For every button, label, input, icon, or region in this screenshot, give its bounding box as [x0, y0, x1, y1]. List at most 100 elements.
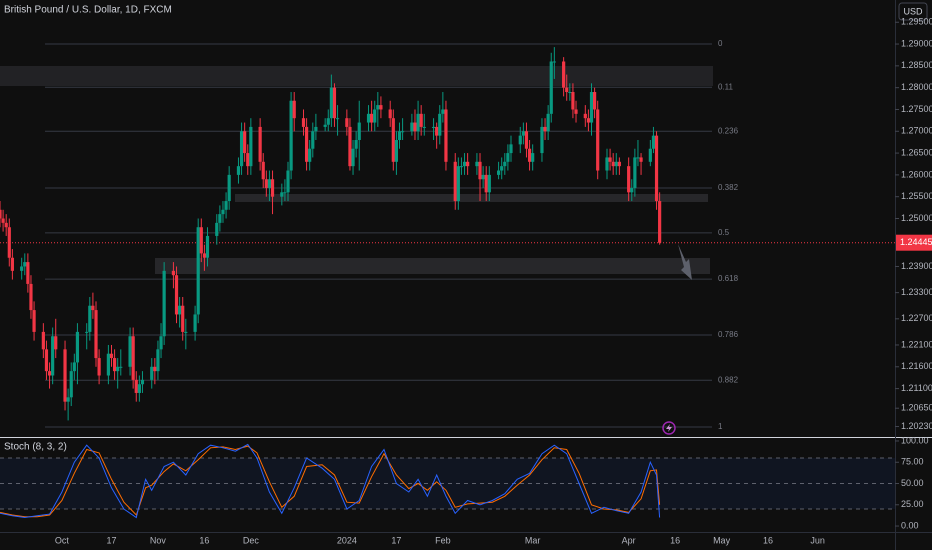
candle-body: [178, 305, 182, 315]
candle-body: [1, 218, 5, 223]
candle-body: [32, 310, 36, 332]
candle-body: [586, 118, 591, 123]
fib-label: 0.786: [718, 330, 739, 339]
fib-label: 0.882: [718, 375, 739, 384]
candle-body: [249, 126, 253, 167]
x-tick-label: 16: [670, 535, 680, 545]
candle-body: [416, 113, 420, 132]
event-icon[interactable]: [662, 421, 676, 435]
y-tick-label: 1.29000: [901, 38, 932, 48]
candle-body: [651, 135, 656, 149]
candle-body: [552, 61, 556, 63]
x-tick-label: Mar: [525, 535, 541, 545]
candle-body: [370, 113, 374, 123]
candle-body: [500, 166, 504, 171]
candle-body: [335, 118, 340, 120]
candle-body: [97, 358, 101, 376]
candle-body: [633, 157, 637, 188]
y-tick-label: 25.00: [901, 499, 924, 509]
candle-body: [270, 179, 275, 197]
candle-body: [345, 118, 349, 127]
candle-body: [202, 253, 206, 258]
candle-body: [549, 61, 553, 114]
candle-body: [456, 166, 460, 202]
candle-body: [617, 161, 621, 167]
currency-button[interactable]: [898, 2, 928, 21]
y-tick-label: 100.00: [901, 435, 929, 445]
candle-body: [503, 161, 507, 167]
candle-body: [29, 283, 33, 311]
y-tick-label: 1.26000: [901, 169, 932, 179]
candle-body: [75, 331, 80, 363]
candle-body: [593, 92, 597, 110]
candle-body: [261, 161, 265, 180]
y-tick-label: 1.22100: [901, 339, 932, 349]
y-tick-label: 1.28000: [901, 82, 932, 92]
candle-body: [543, 126, 547, 132]
chart-title: British Pound / U.S. Dollar, 1D, FXCM: [4, 5, 172, 16]
candle-body: [47, 371, 52, 376]
candle-body: [521, 131, 525, 136]
candle-body: [23, 262, 27, 267]
candle-body: [41, 331, 45, 350]
candle-body: [596, 109, 600, 171]
candle-body: [51, 336, 55, 376]
candle-body: [44, 349, 49, 372]
y-tick-label: 1.20230: [901, 421, 932, 431]
y-tick-label: 75.00: [901, 457, 924, 467]
candle-body: [0, 209, 2, 219]
candle-body: [348, 126, 352, 167]
candle-body: [131, 336, 135, 380]
candle-body: [540, 126, 544, 154]
candle-body: [658, 201, 662, 243]
candle-body: [150, 366, 154, 380]
candle-body: [568, 92, 572, 94]
candle-body: [69, 371, 73, 398]
candle-body: [419, 113, 423, 127]
y-tick-label: 1.25000: [901, 213, 932, 223]
candle-body: [630, 187, 634, 193]
candle-body: [506, 153, 510, 162]
candle-body: [4, 222, 8, 228]
candle-body: [481, 174, 485, 180]
candle-body: [466, 161, 470, 167]
y-tick-label: 1.26500: [901, 147, 932, 157]
candle-body: [243, 131, 247, 154]
candle-body: [589, 92, 594, 123]
candle-body: [106, 353, 110, 376]
candle-body: [7, 227, 11, 258]
candle-body: [258, 126, 262, 162]
candle-body: [462, 161, 467, 167]
fib-label: 1: [718, 422, 723, 431]
candle-body: [354, 139, 358, 149]
candle-body: [26, 262, 30, 284]
candle-body: [63, 349, 67, 402]
x-tick-label: Apr: [622, 535, 636, 545]
stoch-line: [0, 443, 661, 519]
candle-body: [605, 157, 609, 171]
candle-body: [20, 266, 24, 271]
candle-body: [112, 358, 117, 372]
candle-body: [156, 349, 160, 372]
target-zone: [155, 258, 710, 274]
candle-body: [400, 131, 405, 133]
candle-body: [351, 148, 355, 167]
candle-body: [289, 100, 293, 171]
y-tick-label: 1.29500: [901, 17, 932, 27]
candle-body: [487, 174, 491, 193]
candle-body: [221, 209, 225, 215]
x-tick-label: Jun: [810, 535, 825, 545]
candle-body: [478, 161, 482, 180]
candle-body: [636, 157, 640, 159]
y-tick-label: 1.27000: [901, 126, 932, 136]
candle-body: [174, 275, 179, 315]
candle-body: [332, 87, 337, 119]
fib-label: 0.5: [718, 228, 730, 237]
candle-body: [128, 336, 132, 367]
candle-body: [283, 192, 287, 194]
candle-body: [162, 270, 166, 337]
candle-body: [311, 131, 315, 149]
candle-body: [546, 113, 550, 132]
candle-body: [388, 109, 392, 119]
